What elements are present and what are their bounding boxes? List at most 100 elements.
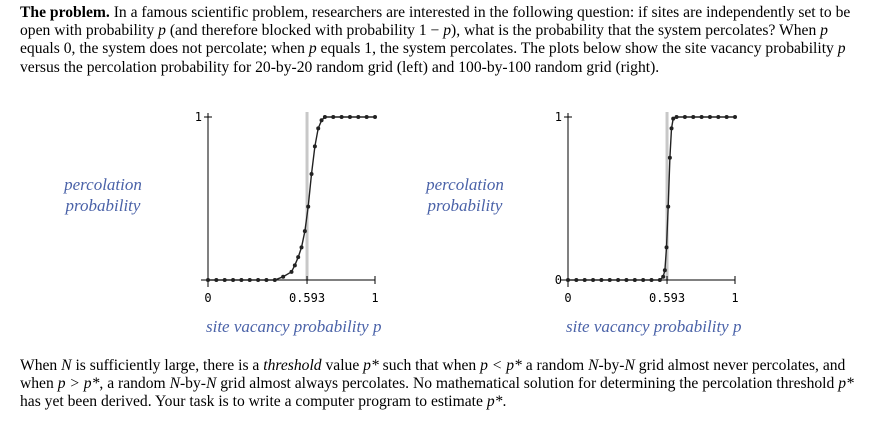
outro-text: is sufficiently large, there is a [71, 357, 264, 374]
math-p: p [820, 22, 828, 40]
y-axis-label-line2: probability [65, 196, 141, 215]
y-tick-label: 1 [195, 110, 202, 124]
x-tick-label: 1 [371, 291, 378, 305]
data-point [671, 116, 676, 121]
data-point [239, 278, 244, 282]
intro-text: In a famous scientific problem, research… [20, 4, 851, 40]
data-point [632, 278, 637, 282]
outro-text: -by- [598, 357, 625, 374]
percolation-curve [568, 116, 735, 281]
math-p-greater-pstar: p > p* [57, 375, 100, 393]
data-point [264, 278, 269, 282]
math-pstar: p* [838, 375, 854, 393]
math-p-less-pstar: p < p* [480, 357, 522, 374]
y-axis-label: percolation probability [48, 174, 158, 216]
data-point [691, 115, 696, 119]
data-point [206, 278, 210, 282]
outro-text: When [20, 357, 62, 374]
math-n: N [169, 375, 180, 393]
data-point [566, 278, 570, 282]
data-point [666, 204, 671, 209]
data-point [247, 278, 252, 282]
data-point [356, 115, 361, 119]
x-tick-label: 1 [731, 291, 738, 305]
outro-text: has yet been derived. Your task is to wr… [20, 393, 487, 411]
outro-text: , a random [99, 375, 170, 393]
x-axis-label: site vacancy probability p [206, 317, 382, 336]
intro-text: (and therefore blocked with probability … [165, 22, 444, 40]
data-point [339, 115, 344, 119]
outro-text: . [502, 393, 507, 411]
data-point [649, 278, 654, 282]
data-point [312, 144, 317, 149]
x-axis-label: site vacancy probability p [566, 317, 742, 336]
intro-paragraph: The problem. In a famous scientific prob… [20, 4, 868, 77]
outro-text: such that when [378, 357, 481, 374]
y-axis-label-line1: percolation [64, 175, 142, 194]
data-point [331, 115, 336, 119]
data-point [667, 155, 672, 160]
intro-text: ), what is the probability that the syst… [451, 22, 821, 40]
data-point [662, 268, 667, 273]
data-point [292, 263, 297, 268]
math-p: p [308, 40, 317, 58]
math-pstar: p* [486, 393, 503, 411]
data-point [682, 115, 687, 119]
data-point [733, 115, 737, 119]
data-point [616, 278, 621, 282]
data-point [624, 278, 629, 282]
data-point [309, 172, 314, 177]
x-tick-label: 0 [204, 291, 211, 305]
x-tick-label: 0 [564, 291, 571, 305]
data-point [574, 278, 579, 282]
intro-text: versus the percolation probability for 2… [20, 58, 660, 76]
math-pstar: p* [363, 357, 379, 374]
percolation-curve [208, 116, 375, 281]
data-point [231, 278, 236, 282]
y-tick-label: 0 [555, 273, 562, 287]
problem-heading: The problem. [20, 4, 110, 21]
math-n: N [624, 357, 635, 374]
data-point [281, 274, 286, 279]
data-point [707, 115, 712, 119]
y-tick-label: 1 [555, 110, 562, 124]
data-point [256, 278, 261, 282]
y-axis-label: percolation probability [410, 174, 520, 216]
data-point [661, 274, 666, 279]
data-point [319, 118, 324, 123]
plot-canvas: 1 0 0.593 1 [195, 110, 379, 305]
plot-canvas: 0 1 0 0.593 1 [555, 110, 739, 305]
outro-text: grid almost always percolates. No mathem… [216, 375, 839, 393]
data-point [299, 245, 304, 250]
math-n: N [205, 375, 217, 393]
data-point [669, 126, 674, 131]
data-point [582, 278, 587, 282]
outro-text: a random [521, 357, 589, 374]
data-point [364, 115, 369, 119]
math-n: N [588, 357, 599, 374]
intro-text: equals 1, the system percolates. The plo… [316, 40, 838, 58]
x-tick-label: 0.593 [649, 291, 685, 305]
data-point [373, 115, 377, 119]
outro-text: value [321, 357, 364, 374]
math-p: p [837, 40, 846, 58]
y-axis-label-line1: percolation [426, 175, 504, 194]
data-point [664, 245, 669, 250]
data-point [716, 115, 721, 119]
data-point [657, 278, 662, 282]
data-point [699, 115, 704, 119]
data-point [599, 278, 604, 282]
data-point [724, 115, 729, 119]
data-point [591, 278, 596, 282]
data-point [302, 229, 307, 234]
data-point [272, 278, 277, 282]
threshold-term: threshold [263, 357, 322, 374]
outro-text: -by- [179, 375, 206, 393]
data-point [289, 269, 294, 274]
intro-text: equals 0, the system does not percolate;… [20, 40, 309, 58]
math-p: p [158, 22, 166, 40]
data-point [641, 278, 646, 282]
data-point [674, 115, 679, 119]
data-point [347, 115, 352, 119]
data-point [607, 278, 612, 282]
